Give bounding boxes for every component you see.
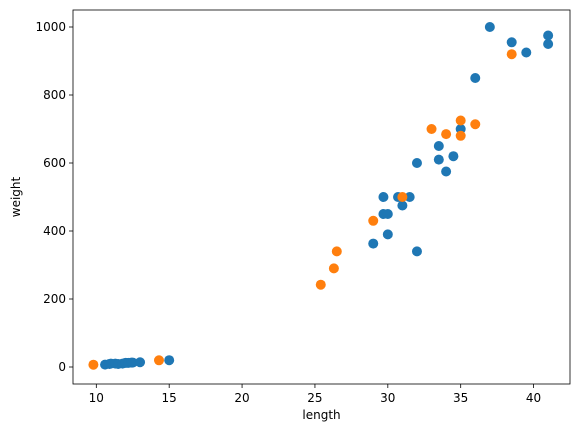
y-axis-ticks: 0 200 400 600 800 1000 xyxy=(35,20,73,374)
data-point-series-1 xyxy=(470,73,481,83)
data-point-series-2 xyxy=(506,49,517,60)
data-point-series-1 xyxy=(433,154,444,165)
x-axis-ticks: 10 15 20 25 30 35 40 xyxy=(89,384,541,405)
data-point-series-2 xyxy=(470,119,481,130)
data-point-series-1 xyxy=(127,357,138,368)
data-point-series-1 xyxy=(368,238,379,249)
data-point-series-2 xyxy=(153,355,164,366)
x-tick-label: 20 xyxy=(234,391,249,405)
data-point-series-1 xyxy=(378,192,389,202)
data-point-series-1 xyxy=(411,246,422,257)
data-point-series-1 xyxy=(382,229,393,240)
data-point-series-1 xyxy=(164,355,175,366)
data-point-series-1 xyxy=(433,141,444,151)
data-point-series-2 xyxy=(368,215,379,226)
data-point-series-1 xyxy=(506,37,517,48)
y-axis-label: weight xyxy=(9,176,23,217)
data-point-series-2 xyxy=(331,246,342,257)
data-point-series-1 xyxy=(543,39,554,49)
data-point-series-1 xyxy=(521,47,532,58)
data-point-series-1 xyxy=(411,158,422,168)
y-tick-label: 1000 xyxy=(35,20,66,34)
data-point-series-1 xyxy=(484,22,495,32)
data-points xyxy=(88,22,554,370)
x-tick-label: 30 xyxy=(380,391,395,405)
x-tick-label: 40 xyxy=(526,391,541,405)
data-point-series-2 xyxy=(455,115,466,126)
data-point-series-2 xyxy=(455,130,466,141)
x-tick-label: 25 xyxy=(307,391,322,405)
plot-area-frame xyxy=(72,9,571,385)
x-tick-label: 10 xyxy=(89,391,104,405)
y-tick-label: 600 xyxy=(43,156,66,170)
data-point-series-1 xyxy=(397,200,408,211)
data-point-series-2 xyxy=(397,192,408,202)
data-point-series-1 xyxy=(441,166,452,177)
y-tick-label: 200 xyxy=(43,292,66,306)
x-tick-label: 15 xyxy=(162,391,177,405)
y-tick-label: 800 xyxy=(43,88,66,102)
data-point-series-1 xyxy=(448,151,459,162)
data-point-series-2 xyxy=(88,359,99,370)
data-point-series-2 xyxy=(315,279,326,290)
x-tick-label: 35 xyxy=(453,391,468,405)
data-point-series-2 xyxy=(426,124,437,134)
data-point-series-1 xyxy=(543,30,554,41)
data-point-series-2 xyxy=(328,263,339,274)
y-tick-label: 400 xyxy=(43,224,66,238)
data-point-series-2 xyxy=(441,129,452,140)
data-point-series-1 xyxy=(404,192,415,202)
data-point-series-1 xyxy=(382,209,393,219)
y-tick-label: 0 xyxy=(58,360,66,374)
x-axis-label: length xyxy=(302,408,340,422)
data-point-series-1 xyxy=(135,357,146,368)
